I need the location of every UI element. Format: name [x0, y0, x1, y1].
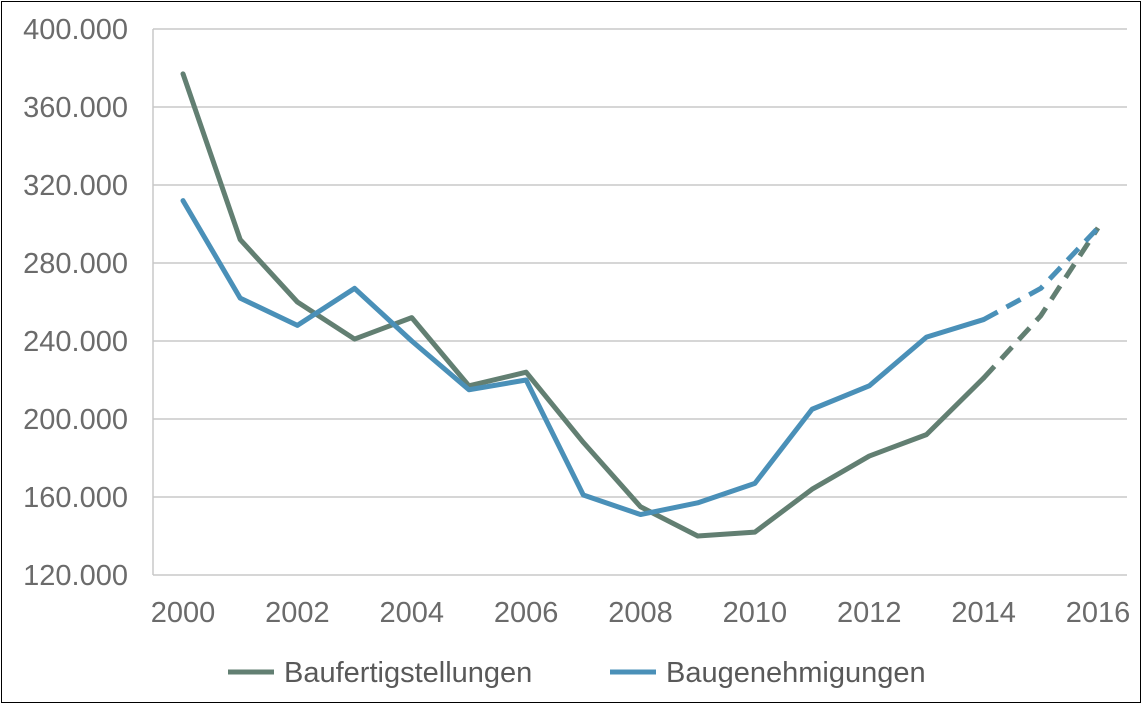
legend: Baufertigstellungen Baugenehmigungen: [228, 657, 926, 689]
x-tick-label: 2004: [379, 597, 444, 629]
x-tick-label: 2000: [151, 597, 216, 629]
legend-label: Baufertigstellungen: [284, 657, 532, 689]
series-line-1: [180, 71, 987, 539]
y-tick-label: 280.000: [23, 248, 128, 280]
legend-label: Baugenehmigungen: [666, 657, 926, 689]
x-axis-tick-labels: 2000 2002 2004 2006 2008 2010 2012 2014 2016: [151, 597, 1131, 629]
y-tick-label: 320.000: [23, 170, 128, 202]
y-tick-label: 360.000: [23, 92, 128, 124]
x-tick-label: 2006: [494, 597, 559, 629]
y-tick-label: 160.000: [23, 482, 128, 514]
y-axis-tick-labels: 120.000 160.000 200.000 240.000 280.000 320.0…: [23, 14, 128, 592]
y-tick-label: 400.000: [23, 14, 128, 46]
x-tick-label: 2010: [723, 597, 788, 629]
x-tick-label: 2014: [951, 597, 1016, 629]
x-tick-label: 2008: [608, 597, 673, 629]
x-tick-label: 2012: [837, 597, 902, 629]
y-tick-label: 240.000: [23, 326, 128, 358]
series-line-2-projection: [982, 226, 1100, 322]
series-line-1-projection: [981, 226, 1101, 380]
grid-lines: [152, 28, 1127, 576]
x-tick-label: 2002: [265, 597, 330, 629]
x-tick-label: 2016: [1066, 597, 1131, 629]
series-lines: [180, 71, 1101, 539]
y-tick-label: 200.000: [23, 404, 128, 436]
series-line-2: [180, 198, 987, 518]
y-tick-label: 120.000: [23, 560, 128, 592]
